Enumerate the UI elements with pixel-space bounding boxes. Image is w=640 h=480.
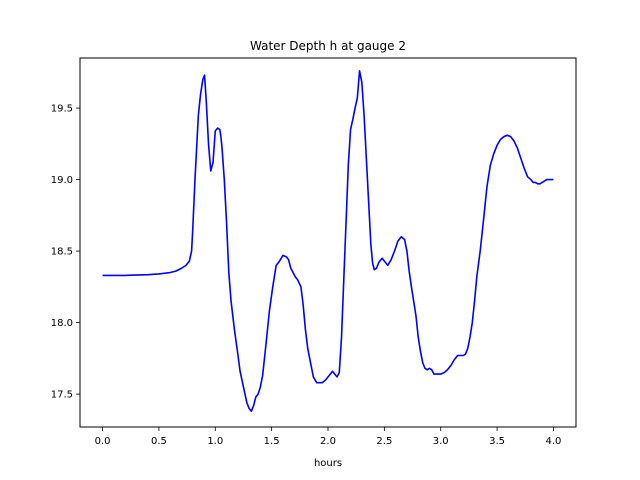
y-tick-label: 19.5 — [51, 104, 73, 115]
y-tick-label: 18.5 — [51, 247, 73, 258]
x-tick-label: 2.0 — [320, 436, 336, 447]
x-tick-label: 4.0 — [546, 436, 562, 447]
x-tick-label: 3.0 — [433, 436, 449, 447]
y-tick-label: 17.5 — [51, 390, 73, 401]
x-tick-label: 0.5 — [151, 436, 167, 447]
x-axis-label: hours — [314, 458, 342, 469]
chart-title: Water Depth h at gauge 2 — [250, 39, 406, 53]
x-axis: 0.0 0.5 1.0 1.5 2.0 2.5 3.0 3.5 4.0 — [95, 427, 562, 447]
x-tick-label: 2.5 — [376, 436, 392, 447]
x-tick-label: 1.5 — [264, 436, 280, 447]
y-tick-label: 19.0 — [51, 175, 73, 186]
x-tick-label: 3.5 — [489, 436, 505, 447]
y-tick-label: 18.0 — [51, 318, 73, 329]
series-line-0 — [102, 70, 554, 413]
y-axis: 17.5 18.0 18.5 19.0 19.5 — [51, 104, 80, 401]
x-tick-label: 0.0 — [95, 436, 111, 447]
x-tick-label: 1.0 — [207, 436, 223, 447]
plot-area — [102, 70, 554, 413]
